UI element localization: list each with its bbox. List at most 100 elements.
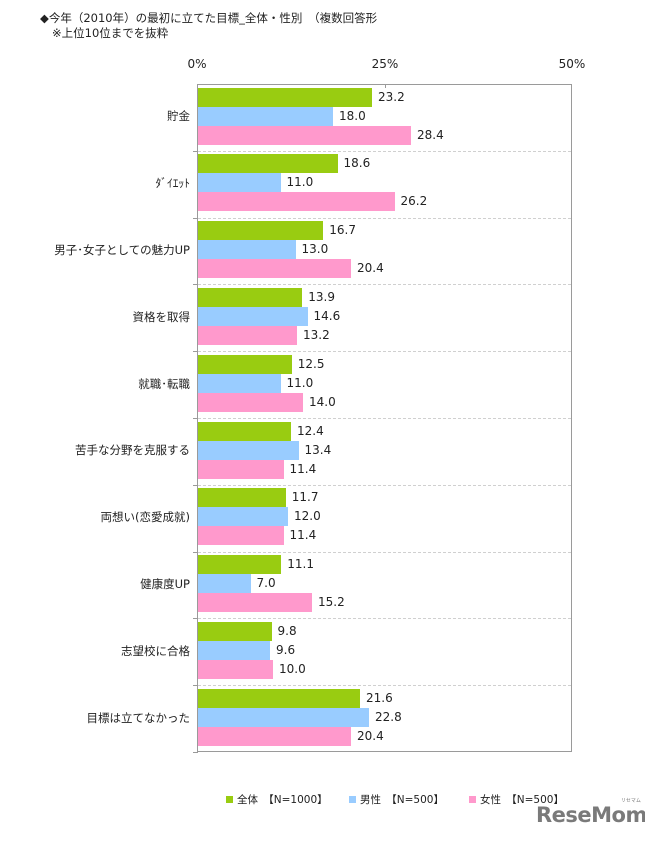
bar-group: 12.5 11.0 14.0	[193, 352, 571, 419]
value-label: 20.4	[357, 261, 384, 276]
y-tick-mark	[193, 284, 198, 286]
bar	[198, 354, 292, 374]
bar-group: 16.7 13.0 20.4	[193, 219, 571, 286]
logo-text: ReseMom	[536, 803, 645, 827]
bar	[198, 440, 299, 460]
value-label: 13.4	[304, 442, 332, 457]
value-label: 28.4	[417, 127, 444, 142]
category-separator	[198, 618, 571, 620]
value-label: 20.4	[357, 728, 384, 743]
chart-title: ◆今年（2010年）の最初に立てた目標_全体・性別 （複数回答形	[40, 11, 378, 25]
value-label: 13.9	[308, 289, 335, 304]
y-tick-mark	[193, 685, 198, 687]
value-label: 11.4	[289, 528, 317, 543]
bar	[198, 574, 251, 594]
y-tick-mark	[193, 417, 198, 419]
category-label: 貯金	[167, 109, 190, 124]
bar	[198, 688, 360, 708]
legend-label-female: 女性 【N=500】	[480, 794, 564, 806]
legend-label-male: 男性 【N=500】	[360, 794, 444, 806]
category-separator	[198, 685, 571, 687]
y-tick-mark	[193, 351, 198, 353]
value-label: 13.0	[301, 242, 329, 257]
bar	[198, 707, 369, 727]
value-label: 21.6	[366, 690, 393, 705]
bar-group: 18.6 11.0 26.2	[193, 152, 571, 219]
bar	[198, 325, 297, 345]
x-tick-50: 50%	[558, 57, 586, 71]
bar	[198, 373, 281, 393]
bar	[198, 392, 303, 412]
value-label: 14.0	[309, 394, 336, 409]
category-label: 苦手な分野を克服する	[75, 443, 190, 458]
bar-group: 11.1 7.0 15.2	[193, 553, 571, 620]
y-tick-mark	[193, 551, 198, 553]
bar	[198, 154, 338, 174]
bar	[198, 221, 324, 241]
category-label: 就職･転職	[138, 376, 190, 391]
value-label: 16.7	[329, 223, 356, 238]
category-label: 男子･女子としての魅力UP	[54, 243, 190, 257]
legend-label-total: 全体 【N=1000】	[237, 794, 328, 806]
value-label: 11.0	[286, 375, 314, 390]
value-label: 12.4	[297, 423, 324, 438]
value-label: 13.2	[303, 327, 330, 342]
bar-group: 11.7 12.0 11.4	[193, 486, 571, 553]
bar	[198, 621, 272, 641]
bar-group: 23.2 18.0 28.4	[193, 85, 571, 152]
category-separator	[198, 284, 571, 286]
legend-swatch-total	[226, 796, 233, 803]
value-label: 23.2	[378, 89, 405, 104]
category-separator	[198, 417, 571, 419]
category-separator	[198, 217, 571, 219]
bar-group: 9.8 9.6 10.0	[193, 619, 571, 687]
bar-group: 13.9 14.6 13.2	[193, 285, 571, 353]
bar	[198, 306, 308, 326]
bar	[198, 526, 284, 546]
legend-item-total: 全体 【N=1000】	[226, 792, 328, 807]
bar	[198, 659, 273, 679]
bar	[198, 173, 281, 193]
bar	[198, 488, 286, 508]
bar	[198, 125, 411, 145]
x-tick-0: 0%	[187, 57, 207, 71]
bar-group: 21.6 22.8 20.4	[193, 686, 571, 753]
bar	[198, 240, 296, 260]
category-label: 目標は立てなかった	[86, 710, 191, 725]
category-separator	[198, 351, 571, 353]
value-label: 11.1	[287, 557, 314, 572]
category-label: ﾀﾞｲｴｯﾄ	[155, 176, 191, 191]
value-label: 9.6	[276, 642, 296, 657]
legend-swatch-male	[349, 796, 356, 803]
x-tick-25: 25%	[371, 57, 399, 71]
category-separator	[198, 150, 571, 152]
value-label: 9.8	[277, 623, 297, 638]
y-tick-mark	[193, 217, 198, 219]
bar	[198, 87, 372, 107]
legend-item-male: 男性 【N=500】	[349, 792, 444, 807]
legend-swatch-female	[469, 796, 476, 803]
resemom-logo: ReseMom リセマム	[536, 798, 645, 827]
value-label: 14.6	[313, 308, 341, 323]
value-label: 11.0	[286, 175, 314, 190]
y-tick-mark	[193, 150, 198, 152]
bar	[198, 106, 333, 126]
value-label: 7.0	[256, 576, 276, 591]
value-label: 11.4	[289, 461, 317, 476]
bar	[198, 421, 291, 441]
category-separator	[198, 551, 571, 553]
y-tick-mark	[193, 751, 198, 753]
bar	[198, 259, 351, 279]
category-label: 健康度UP	[140, 577, 190, 591]
bar	[198, 507, 288, 527]
y-tick-mark	[193, 484, 198, 486]
value-label: 10.0	[279, 661, 306, 676]
category-label: 両想い(恋愛成就)	[100, 510, 190, 525]
value-label: 11.7	[291, 490, 319, 505]
legend-item-female: 女性 【N=500】	[469, 792, 564, 807]
y-tick-mark	[193, 618, 198, 620]
bar-group: 12.4 13.4 11.4	[193, 419, 571, 486]
value-label: 12.0	[294, 509, 321, 524]
value-label: 15.2	[318, 595, 345, 610]
plot-area: 23.2 18.0 28.4 18.6 11.0 26.2 16.7 13.0 20.4 13.9…	[193, 84, 572, 753]
